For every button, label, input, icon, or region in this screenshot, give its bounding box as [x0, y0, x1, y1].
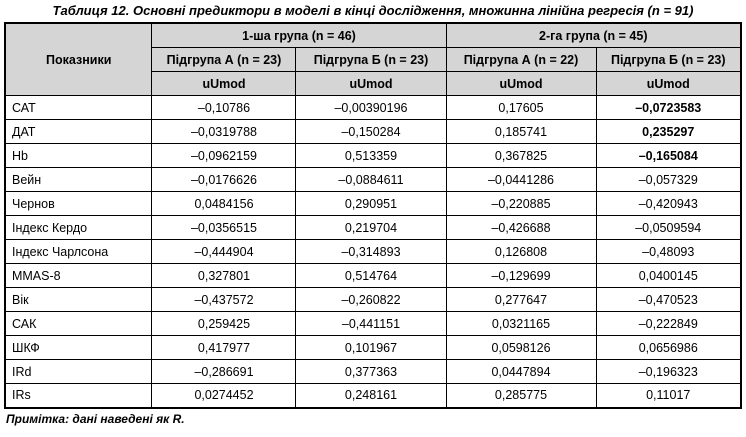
table-row: IRs 0,0274452 0,248161 0,285775 0,11017: [4, 383, 742, 408]
value-cell: 0,101967: [295, 335, 447, 360]
value-cell: 0,248161: [295, 383, 447, 408]
table-row: Індекс Кердо –0,0356515 0,219704 –0,426688–…: [4, 215, 742, 240]
table-header: Показники 1-ша група (n = 46) 2-га група…: [4, 22, 742, 96]
value-cell: –0,470523: [595, 287, 742, 312]
value-cell: 0,219704: [295, 215, 447, 240]
table-row: Індекс Чарлсона –0,444904 –0,314893 0,12680…: [4, 239, 742, 264]
value-cell: –0,220885: [445, 191, 597, 216]
value-cell: 0,417977: [151, 335, 297, 360]
table-title: Таблиця 12. Основні предиктори в моделі …: [52, 3, 694, 18]
subgroup-1a-header: Підгрупа А (n = 23): [151, 47, 297, 72]
row-label: ДАТ: [4, 119, 153, 144]
row-label: Вейн: [4, 167, 153, 192]
row-label: IRs: [4, 383, 153, 408]
value-cell: 0,0598126: [445, 335, 597, 360]
measure-label-1: uUmod: [151, 71, 297, 96]
value-cell: –0,0723583: [595, 95, 742, 120]
row-label: ШКФ: [4, 335, 153, 360]
table-row: ШКФ 0,417977 0,101967 0,0598126 0,0656986: [4, 335, 742, 360]
table-row: MMAS-8 0,327801 0,514764 –0,129699 0,0400145: [4, 263, 742, 288]
value-cell: –0,260822: [295, 287, 447, 312]
row-label: MMAS-8: [4, 263, 153, 288]
measure-label-2: uUmod: [295, 71, 447, 96]
value-cell: 0,377363: [295, 359, 447, 384]
value-cell: –0,420943: [595, 191, 742, 216]
row-label: Вік: [4, 287, 153, 312]
value-cell: 0,0274452: [151, 383, 297, 408]
subgroup-2b-header: Підгрупа Б (n = 23): [595, 47, 742, 72]
row-label: Hb: [4, 143, 153, 168]
group-1-header: 1-ша група (n = 46): [151, 22, 447, 48]
value-cell: 0,0400145: [595, 263, 742, 288]
measure-label-3: uUmod: [445, 71, 597, 96]
subgroup-1b-header: Підгрупа Б (n = 23): [295, 47, 447, 72]
measure-header-row: uUmod uUmod uUmod uUmod: [5, 71, 742, 96]
table-row: САТ –0,10786 –0,00390196 0,17605 –0,0723583: [4, 95, 742, 120]
value-cell: 0,367825: [445, 143, 597, 168]
value-cell: –0,222849: [595, 311, 742, 336]
value-cell: –0,0441286: [445, 167, 597, 192]
value-cell: 0,185741: [445, 119, 597, 144]
value-cell: –0,150284: [295, 119, 447, 144]
measure-label-4: uUmod: [595, 71, 742, 96]
row-label: САК: [4, 311, 153, 336]
value-cell: –0,0509594: [595, 215, 742, 240]
row-label: Індекс Кердо: [4, 215, 153, 240]
row-label: Чернов: [4, 191, 153, 216]
value-cell: 0,277647: [445, 287, 597, 312]
value-cell: –0,441151: [295, 311, 447, 336]
table-row: IRd –0,286691 0,377363 0,0447894 –0,196323: [4, 359, 742, 384]
value-cell: 0,0484156: [151, 191, 297, 216]
value-cell: 0,514764: [295, 263, 447, 288]
value-cell: –0,129699: [445, 263, 597, 288]
value-cell: –0,286691: [151, 359, 297, 384]
value-cell: 0,513359: [295, 143, 447, 168]
value-cell: 0,0447894: [445, 359, 597, 384]
value-cell: –0,057329: [595, 167, 742, 192]
value-cell: –0,0319788: [151, 119, 297, 144]
table-row: ДАТ –0,0319788 –0,150284 0,185741 0,235297: [4, 119, 742, 144]
row-label: Індекс Чарлсона: [4, 239, 153, 264]
table-row: Вік –0,437572 –0,260822 0,277647 –0,470523: [4, 287, 742, 312]
value-cell: –0,0884611: [295, 167, 447, 192]
value-cell: 0,327801: [151, 263, 297, 288]
value-cell: –0,10786: [151, 95, 297, 120]
value-cell: –0,00390196: [295, 95, 447, 120]
value-cell: –0,426688: [445, 215, 597, 240]
table-row: САК 0,259425 –0,441151 0,0321165 –0,222849: [4, 311, 742, 336]
value-cell: 0,0656986: [595, 335, 742, 360]
value-cell: 0,126808: [445, 239, 597, 264]
value-cell: 0,259425: [151, 311, 297, 336]
table-body: САТ –0,10786 –0,00390196 0,17605 –0,0723583 Д…: [4, 95, 742, 408]
value-cell: –0,0356515: [151, 215, 297, 240]
table-row: Вейн –0,0176626 –0,0884611 –0,0441286 –0,057…: [4, 167, 742, 192]
value-cell: 0,0321165: [445, 311, 597, 336]
value-cell: 0,285775: [445, 383, 597, 408]
column-header-indicators: Показники: [4, 22, 153, 96]
group-header-row: Показники 1-ша група (n = 46) 2-га група…: [4, 22, 742, 96]
regression-table: Показники 1-ша група (n = 46) 2-га група…: [3, 22, 742, 409]
value-cell: –0,314893: [295, 239, 447, 264]
table-row: Hb –0,0962159 0,513359 0,367825 –0,165084: [4, 143, 742, 168]
table-note: Примітка: дані наведені як R.: [6, 411, 185, 426]
subgroup-2a-header: Підгрупа А (n = 22): [445, 47, 597, 72]
value-cell: –0,165084: [595, 143, 742, 168]
value-cell: –0,48093: [595, 239, 742, 264]
value-cell: –0,444904: [151, 239, 297, 264]
subgroup-header-row: Підгрупа А (n = 23) Підгрупа Б (n = 23) …: [5, 47, 742, 72]
group-2-header: 2-га група (n = 45): [445, 22, 742, 48]
row-label: IRd: [4, 359, 153, 384]
value-cell: –0,0176626: [151, 167, 297, 192]
row-label: САТ: [4, 95, 153, 120]
value-cell: 0,11017: [595, 383, 742, 408]
value-cell: 0,17605: [445, 95, 597, 120]
value-cell: –0,437572: [151, 287, 297, 312]
value-cell: –0,196323: [595, 359, 742, 384]
table-row: Чернов 0,0484156 0,290951 –0,220885 –0,42094…: [4, 191, 742, 216]
value-cell: 0,235297: [595, 119, 742, 144]
value-cell: –0,0962159: [151, 143, 297, 168]
value-cell: 0,290951: [295, 191, 447, 216]
